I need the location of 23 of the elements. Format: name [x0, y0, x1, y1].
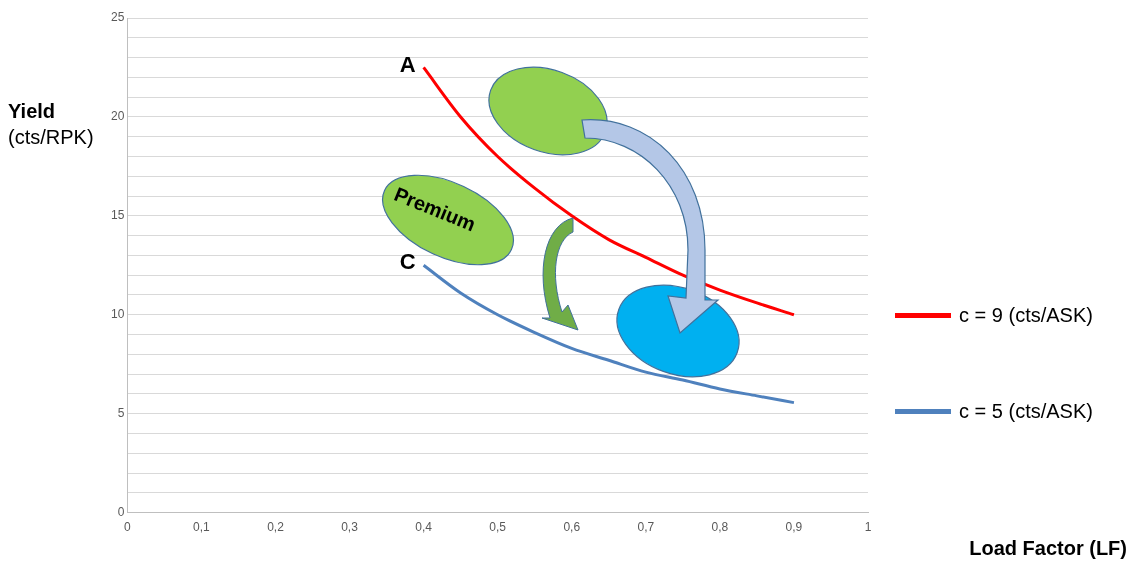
y-tick-label: 0 [117, 504, 125, 519]
line-series [422, 263, 796, 405]
x-tick-label: 0,2 [267, 520, 285, 535]
x-tick-label: 1 [864, 520, 872, 535]
annotation: A [399, 51, 416, 77]
legend-label: c = 9 (cts/ASK) [959, 303, 1093, 327]
x-axis-title: Load Factor (LF) [969, 537, 1127, 560]
legend-label: c = 5 (cts/ASK) [959, 399, 1093, 423]
y-axis-title: Yield (cts/RPK) [8, 100, 94, 148]
y-tick-label: 25 [110, 10, 125, 25]
x-tick-label: 0,1 [193, 520, 211, 535]
x-tick-label: 0,7 [637, 520, 655, 535]
x-tick-label: 0,6 [563, 520, 581, 535]
x-tick-label: 0,9 [785, 520, 803, 535]
x-tick-label: 0,8 [711, 520, 729, 535]
x-tick-label: 0,3 [341, 520, 359, 535]
x-tick-label: 0,5 [489, 520, 507, 535]
x-tick-label: 0,4 [415, 520, 433, 535]
y-tick-label: 20 [110, 109, 125, 124]
y-tick-label: 5 [117, 405, 125, 420]
y-tick-label: 15 [110, 208, 125, 223]
annotation: C [399, 249, 416, 275]
y-tick-label: 10 [110, 307, 125, 322]
